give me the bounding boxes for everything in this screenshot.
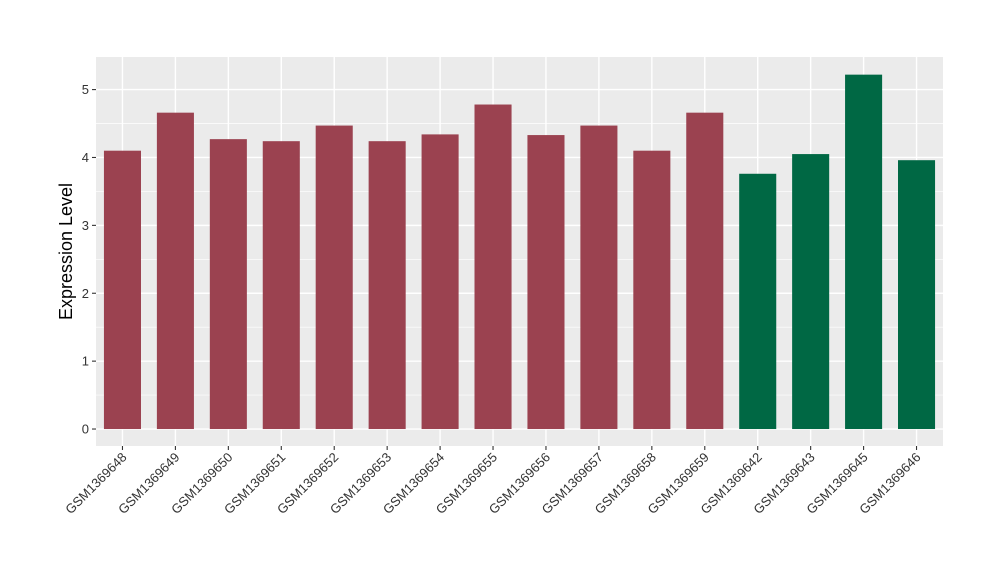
bar-GSM1369656 xyxy=(527,135,565,430)
y-tick-label: 1 xyxy=(82,354,89,369)
bar-GSM1369645 xyxy=(845,74,883,430)
y-tick-label: 4 xyxy=(82,150,89,165)
y-tick-label: 0 xyxy=(82,422,89,437)
bar-GSM1369658 xyxy=(633,150,671,430)
y-tick-label: 2 xyxy=(82,286,89,301)
x-axis: GSM1369648GSM1369649GSM1369650GSM1369651… xyxy=(62,446,924,517)
bar-GSM1369648 xyxy=(103,150,141,430)
bar-GSM1369652 xyxy=(315,125,353,430)
bar-GSM1369659 xyxy=(686,112,724,430)
bars-group xyxy=(103,74,936,430)
y-axis-title: Expression Level xyxy=(56,183,76,320)
bar-GSM1369649 xyxy=(156,112,194,430)
bar-GSM1369642 xyxy=(739,173,777,430)
y-tick-label: 5 xyxy=(82,82,89,97)
bar-GSM1369657 xyxy=(580,125,618,430)
bar-GSM1369650 xyxy=(209,139,247,430)
bar-GSM1369654 xyxy=(421,134,459,430)
bar-GSM1369651 xyxy=(262,141,300,430)
bar-GSM1369655 xyxy=(474,104,512,430)
bar-GSM1369653 xyxy=(368,141,406,430)
y-axis: 0 1 2 3 4 5 xyxy=(82,82,96,437)
bar-GSM1369643 xyxy=(792,154,830,430)
y-tick-label: 3 xyxy=(82,218,89,233)
bar-GSM1369646 xyxy=(898,160,936,430)
